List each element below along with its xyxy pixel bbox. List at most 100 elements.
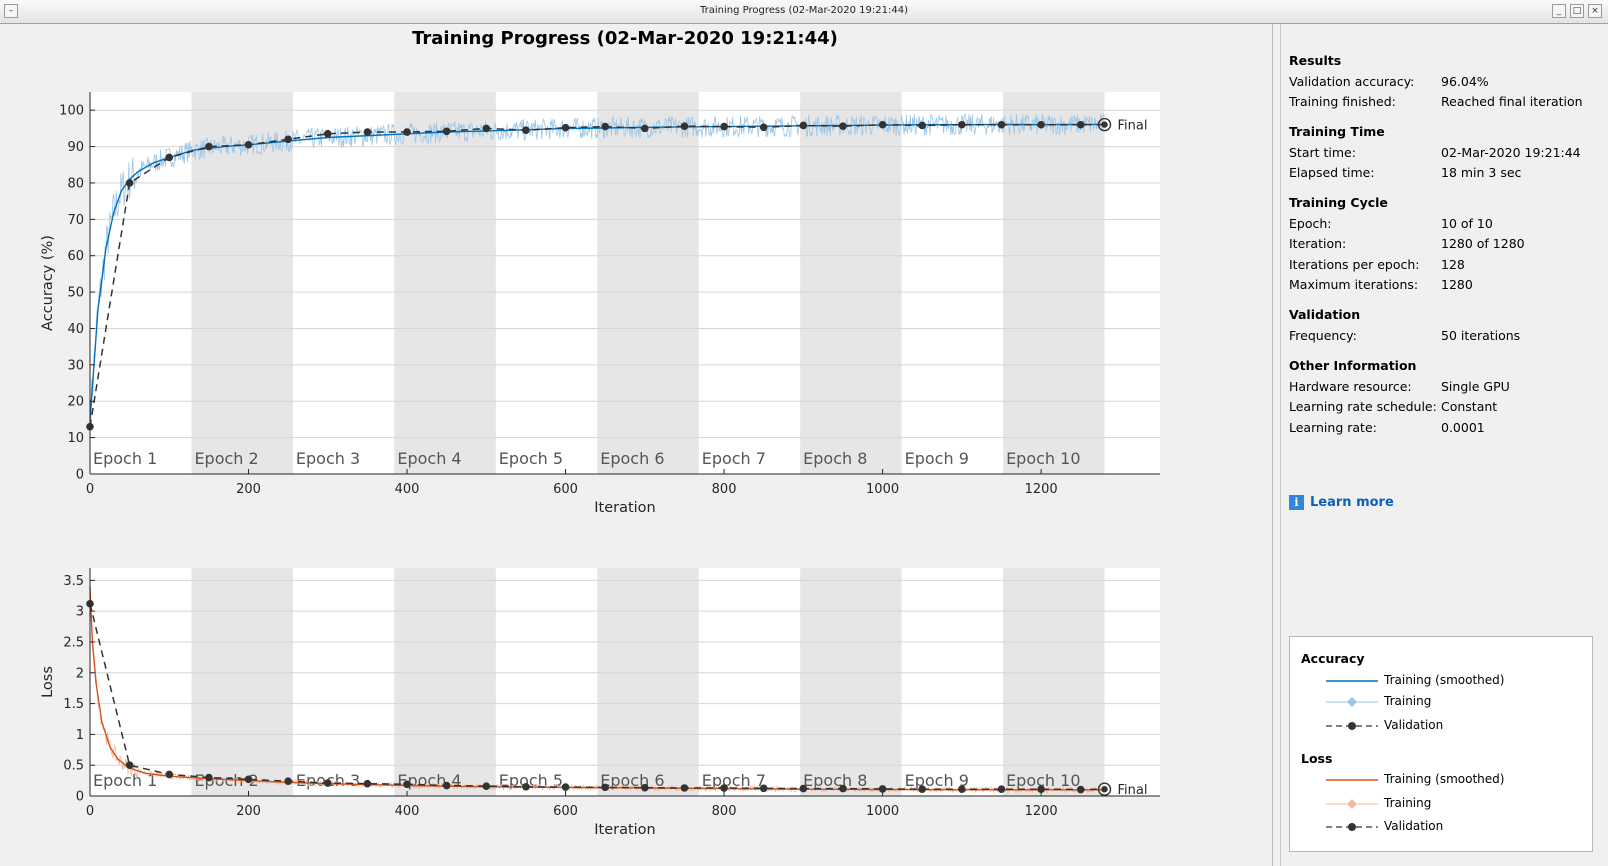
accuracy-validation-point [878, 120, 887, 129]
accuracy-validation-point [1076, 120, 1085, 129]
accuracy-validation-point [958, 120, 966, 129]
legend-accuracy-training: Training [1324, 693, 1584, 711]
legend-line-icon [1326, 779, 1378, 781]
accuracy-y-tick-label: 30 [67, 358, 84, 373]
loss-validation-point [165, 770, 174, 779]
accuracy-final-point [1101, 121, 1108, 128]
accuracy-x-tick-label: 1000 [866, 482, 899, 497]
plot-area: Training Progress (02-Mar-2020 19:21:44)… [0, 24, 1270, 866]
section-title-training-cycle: Training Cycle [1289, 195, 1388, 210]
row-key: Learning rate schedule: [1289, 399, 1437, 414]
row-value: 1280 of 1280 [1441, 236, 1525, 251]
panel-divider[interactable] [1272, 24, 1273, 866]
loss-validation-point [284, 777, 292, 786]
legend-label: Validation [1384, 819, 1444, 833]
row-value: 18 min 3 sec [1441, 165, 1522, 180]
loss-x-tick-label: 0 [86, 804, 94, 819]
row-value: 0.0001 [1441, 420, 1485, 435]
legend-label: Training [1384, 694, 1432, 708]
window-menu-button[interactable]: – [4, 4, 18, 18]
legend-diamond-icon [1326, 697, 1378, 707]
loss-x-tick-label: 400 [395, 804, 420, 819]
legend-label: Training (smoothed) [1384, 673, 1505, 687]
row-key: Hardware resource: [1289, 379, 1412, 394]
accuracy-epoch-label: Epoch 6 [600, 449, 664, 468]
loss-validation-point [205, 773, 213, 782]
loss-epoch-band [394, 568, 496, 796]
learn-more-label: Learn more [1310, 495, 1394, 510]
loss-validation-point [958, 785, 966, 794]
loss-x-tick-label: 1000 [866, 804, 899, 819]
loss-y-tick-label: 0.5 [63, 759, 84, 774]
row-key: Start time: [1289, 145, 1356, 160]
maximize-button[interactable]: □ [1570, 4, 1584, 18]
accuracy-y-tick-label: 100 [59, 104, 84, 119]
accuracy-validation-point [442, 127, 451, 136]
accuracy-validation-point [205, 142, 213, 151]
legend-accuracy-title: Accuracy [1301, 651, 1365, 666]
section-title-training-time: Training Time [1289, 124, 1385, 139]
accuracy-epoch-label: Epoch 2 [194, 449, 258, 468]
accuracy-validation-point [125, 179, 134, 187]
loss-y-tick-label: 1.5 [63, 697, 84, 712]
legend: Accuracy Training (smoothed) Training Va… [1289, 636, 1593, 852]
close-button[interactable]: × [1588, 4, 1602, 18]
accuracy-validation-point [918, 121, 927, 130]
accuracy-y-tick-label: 80 [67, 176, 84, 191]
accuracy-validation-point [641, 124, 649, 133]
loss-validation-point [1076, 785, 1085, 794]
loss-validation-point [759, 784, 768, 793]
section-title-results: Results [1289, 53, 1342, 68]
loss-validation-point [442, 781, 451, 790]
accuracy-final-label: Final [1118, 119, 1148, 134]
loss-validation-line [89, 603, 1105, 791]
accuracy-validation-point [363, 128, 372, 136]
loss-validation-point [482, 782, 491, 790]
legend-loss-training-smoothed: Training (smoothed) [1324, 771, 1584, 789]
legend-label: Training [1384, 796, 1432, 810]
loss-validation-point [522, 782, 530, 791]
figure-title: Training Progress (02-Mar-2020 19:21:44) [412, 28, 838, 49]
legend-loss-training: Training [1324, 795, 1584, 813]
minimize-button[interactable]: _ [1552, 4, 1566, 18]
accuracy-x-tick-label: 1200 [1025, 482, 1058, 497]
accuracy-x-tick-label: 800 [712, 482, 737, 497]
accuracy-epoch-label: Epoch 4 [397, 449, 461, 468]
accuracy-epoch-label: Epoch 5 [499, 449, 563, 468]
loss-validation-point [878, 785, 887, 793]
accuracy-validation-point [561, 123, 570, 132]
loss-x-axis-label: Iteration [594, 822, 656, 838]
window-title: Training Progress (02-Mar-2020 19:21:44) [699, 5, 908, 16]
row-key: Iterations per epoch: [1289, 257, 1420, 272]
learn-more-link[interactable]: i Learn more [1289, 495, 1394, 510]
accuracy-validation-point [799, 121, 808, 130]
accuracy-epoch-label: Epoch 7 [702, 449, 766, 468]
legend-dashed-marker-icon [1326, 823, 1378, 831]
accuracy-epoch-band [800, 92, 902, 474]
accuracy-epoch-band [597, 92, 699, 474]
accuracy-x-tick-label: 400 [395, 482, 420, 497]
accuracy-validation-point [601, 122, 609, 131]
legend-loss-title: Loss [1301, 751, 1333, 766]
loss-validation-point [997, 785, 1006, 794]
accuracy-x-tick-label: 0 [86, 482, 94, 497]
info-panel: Results Validation accuracy: 96.04% Trai… [1280, 24, 1606, 866]
loss-epoch-label: Epoch 6 [600, 771, 664, 790]
accuracy-epoch-label: Epoch 1 [93, 449, 157, 468]
loss-validation-point [1037, 785, 1045, 794]
legend-dashed-marker-icon [1326, 722, 1378, 730]
row-key: Training finished: [1289, 94, 1396, 109]
accuracy-epoch-label: Epoch 3 [296, 449, 360, 468]
accuracy-y-tick-label: 40 [67, 322, 84, 337]
loss-x-tick-label: 200 [236, 804, 261, 819]
info-icon: i [1289, 495, 1304, 510]
legend-label: Training (smoothed) [1384, 772, 1505, 786]
loss-epoch-band [191, 568, 293, 796]
row-value: 10 of 10 [1441, 216, 1493, 231]
accuracy-y-tick-label: 90 [67, 140, 84, 155]
accuracy-x-tick-label: 600 [553, 482, 578, 497]
row-value: Reached final iteration [1441, 94, 1583, 109]
loss-epoch-label: Epoch 1 [93, 771, 157, 790]
loss-epoch-band [1003, 568, 1105, 796]
accuracy-y-tick-label: 0 [76, 468, 84, 483]
